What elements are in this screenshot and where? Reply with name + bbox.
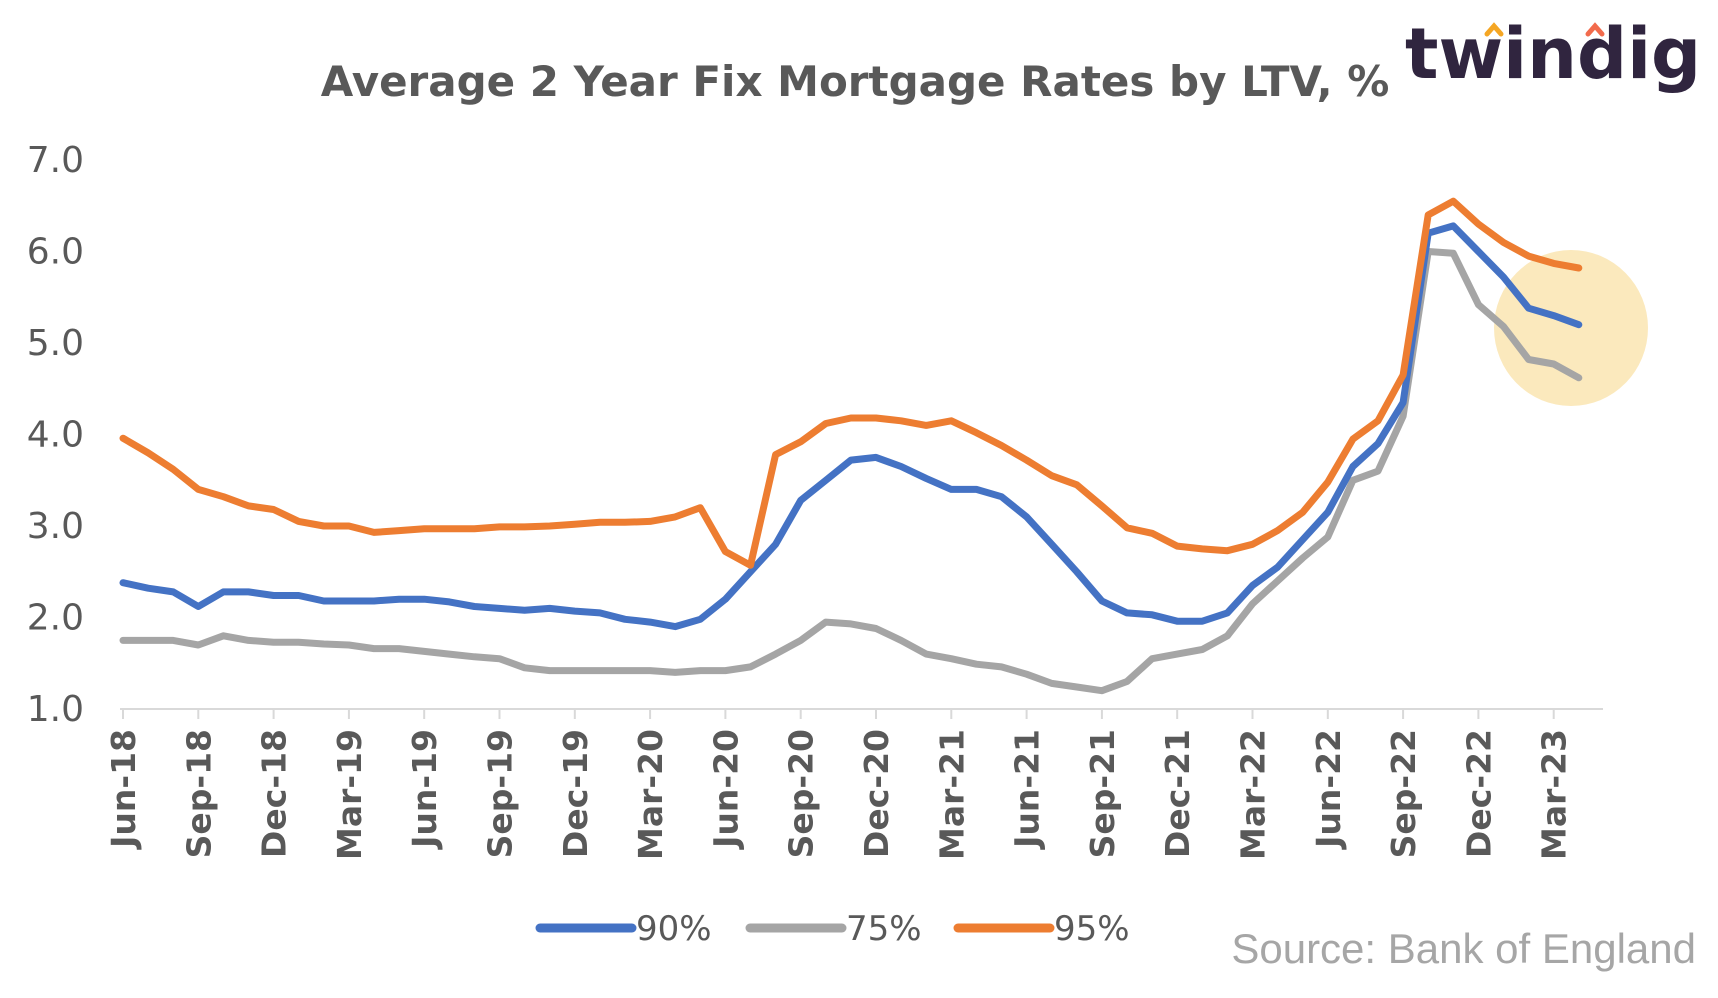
x-tick-label: Jun-22 — [1309, 729, 1348, 850]
x-tick-label: Mar-23 — [1535, 729, 1574, 860]
y-tick-label: 7.0 — [27, 140, 84, 181]
logo-text: twindig — [1405, 13, 1701, 95]
chart-title: Average 2 Year Fix Mortgage Rates by LTV… — [321, 57, 1390, 106]
x-tick-label: Jun-19 — [405, 729, 444, 850]
x-axis: Jun-18 Sep-18 Dec-18 Mar-19 Jun-19 Sep-19 Dec-… — [104, 709, 1574, 860]
series-line-90pct — [119, 222, 1583, 631]
twindig-logo: twindig — [1405, 13, 1701, 95]
x-tick-label: Dec-20 — [857, 729, 896, 858]
x-tick-label: Sep-21 — [1083, 729, 1122, 858]
logo-accent-icon — [1484, 22, 1504, 37]
x-tick-label: Mar-20 — [631, 729, 670, 860]
series-line-95pct — [119, 197, 1583, 569]
x-tick-label: Dec-18 — [255, 729, 294, 858]
x-tick-label: Dec-19 — [556, 729, 595, 858]
legend-item: 95% — [953, 909, 1130, 949]
legend-label: 95% — [1054, 909, 1130, 949]
highlight-circle — [1494, 250, 1648, 406]
logo-accent-icon — [1585, 22, 1605, 37]
x-tick-label: Mar-19 — [330, 729, 369, 860]
x-tick-label: Sep-18 — [179, 729, 218, 858]
x-tick-label: Jun-18 — [104, 729, 143, 850]
x-tick-label: Mar-21 — [932, 729, 971, 860]
y-tick-label: 5.0 — [27, 323, 84, 364]
y-tick-label: 1.0 — [27, 689, 84, 730]
x-tick-label: Sep-19 — [481, 729, 520, 858]
x-tick-label: Dec-21 — [1158, 729, 1197, 858]
series-lines — [119, 197, 1583, 695]
y-tick-label: 2.0 — [27, 598, 84, 639]
series-line-75pct — [119, 248, 1583, 695]
legend-label: 90% — [636, 909, 712, 949]
legend-item: 90% — [535, 909, 712, 949]
legend-item: 75% — [745, 909, 922, 949]
legend: 90% 75% 95% — [535, 909, 1130, 949]
y-tick-label: 4.0 — [27, 415, 84, 456]
x-tick-label: Sep-22 — [1384, 729, 1423, 858]
x-tick-label: Mar-22 — [1234, 729, 1273, 860]
x-tick-label: Jun-20 — [706, 729, 745, 850]
x-tick-label: Jun-21 — [1008, 729, 1047, 850]
y-tick-label: 6.0 — [27, 232, 84, 273]
y-axis: 7.0 6.0 5.0 4.0 3.0 2.0 1.0 — [27, 140, 84, 730]
legend-label: 75% — [846, 909, 922, 949]
x-tick-label: Sep-20 — [782, 729, 821, 858]
y-tick-label: 3.0 — [27, 506, 84, 547]
x-tick-label: Dec-22 — [1459, 729, 1498, 858]
source-note: Source: Bank of England — [1231, 925, 1696, 972]
